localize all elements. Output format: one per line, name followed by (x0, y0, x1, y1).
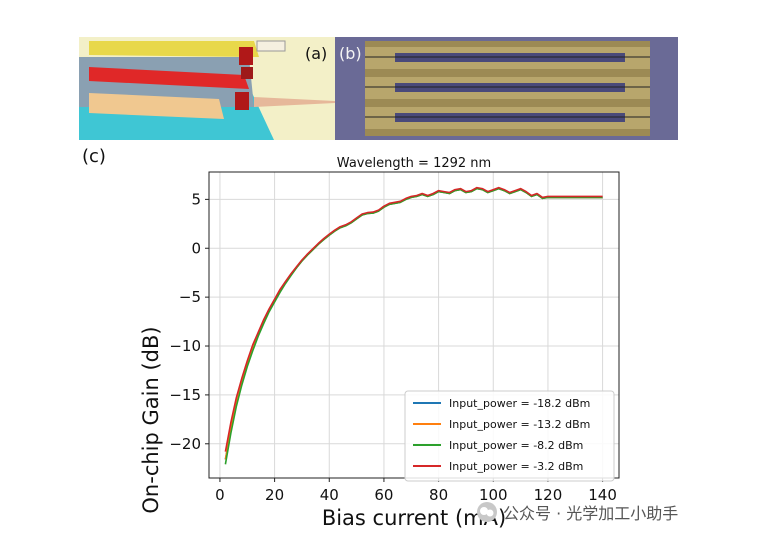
legend: Input_power = -18.2 dBm Input_power = -13… (404, 390, 615, 482)
y-axis-label: On-chip Gain (dB) (139, 326, 163, 513)
panel-a-device-render (79, 37, 335, 140)
y-tick-label: −15 (169, 386, 201, 404)
watermark: 公众号 · 光学加工小助手 (476, 500, 678, 524)
y-tick-label: −10 (169, 337, 201, 355)
y-tick-label: −5 (179, 288, 201, 306)
chart-title: Wavelength = 1292 nm (337, 156, 491, 171)
watermark-text: 公众号 · 光学加工小助手 (503, 504, 679, 523)
y-tick-label: −20 (169, 435, 201, 453)
x-tick-label: 100 (479, 486, 508, 504)
x-tick-label: 40 (320, 486, 339, 504)
legend-label-4: Input_power = -3.2 dBm (449, 460, 583, 473)
gain-chart: Wavelength = 1292 nm Bias current (mA) O… (139, 156, 620, 530)
legend-label-3: Input_power = -8.2 dBm (449, 439, 583, 452)
panel-b-chip-micrograph (335, 37, 678, 140)
legend-box (404, 390, 615, 482)
wechat-icon (477, 502, 497, 522)
x-tick-label: 20 (265, 486, 284, 504)
x-tick-label: 60 (374, 486, 393, 504)
x-tick-label: 0 (215, 486, 225, 504)
x-tick-label: 140 (588, 486, 617, 504)
series-line-4 (224, 186, 603, 452)
x-axis-label: Bias current (mA) (322, 506, 506, 530)
y-tick-label: 0 (191, 239, 201, 257)
x-tick-label: 120 (534, 486, 563, 504)
legend-label-2: Input_power = -13.2 dBm (449, 418, 590, 431)
x-tick-label: 80 (429, 486, 448, 504)
series-line-3 (224, 187, 603, 465)
panel-label-a: (a) (305, 44, 328, 63)
legend-label-1: Input_power = -18.2 dBm (449, 397, 590, 410)
panel-label-c: (c) (82, 146, 106, 167)
panel-label-b: (b) (339, 44, 362, 63)
y-tick-label: 5 (191, 190, 201, 208)
